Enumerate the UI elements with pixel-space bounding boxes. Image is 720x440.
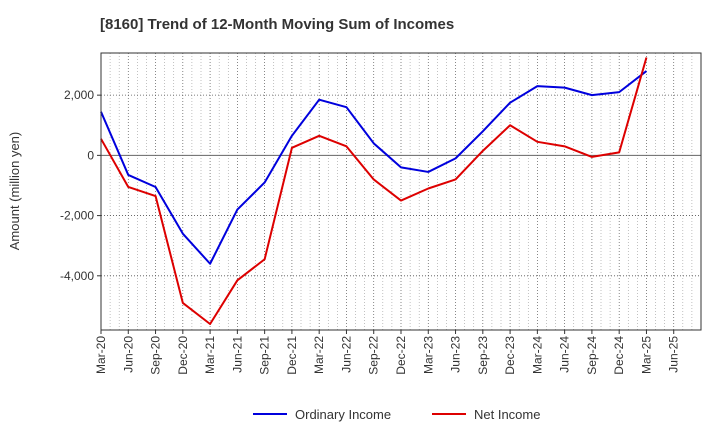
x-tick-label: Mar-21 xyxy=(203,336,217,374)
x-axis: Mar-20 Jun-20 Sep-20 Dec-20 Mar-21 Jun-21 Sep-… xyxy=(94,330,681,375)
x-tick-label: Mar-24 xyxy=(530,336,544,374)
x-tick-label: Sep-22 xyxy=(367,336,381,375)
x-tick-label: Jun-25 xyxy=(667,336,681,373)
y-tick-label: 2,000 xyxy=(64,88,94,102)
x-tick-label: Mar-22 xyxy=(312,336,326,374)
y-axis-label: Amount (million yen) xyxy=(7,132,22,251)
legend-label-net-income: Net Income xyxy=(474,407,540,422)
x-tick-label: Jun-20 xyxy=(121,336,135,373)
legend-label-ordinary-income: Ordinary Income xyxy=(295,407,391,422)
x-tick-label: Dec-21 xyxy=(285,336,299,375)
x-tick-label: Sep-23 xyxy=(476,336,490,375)
x-tick-label: Jun-23 xyxy=(449,336,463,373)
y-axis: -4,000 -2,000 0 2,000 xyxy=(60,88,101,283)
series-line-net-income xyxy=(100,57,648,325)
x-tick-label: Mar-20 xyxy=(94,336,108,374)
x-tick-label: Jun-24 xyxy=(558,336,572,373)
x-tick-label: Jun-21 xyxy=(230,336,244,373)
series-layer xyxy=(100,57,648,325)
x-tick-label: Sep-21 xyxy=(258,336,272,375)
x-tick-label: Dec-20 xyxy=(176,336,190,375)
chart-title: [8160] Trend of 12-Month Moving Sum of I… xyxy=(100,16,455,33)
series-line-ordinary-income xyxy=(100,70,648,265)
y-tick-label: -4,000 xyxy=(60,269,94,283)
x-tick-label: Sep-20 xyxy=(149,336,163,375)
y-tick-label: -2,000 xyxy=(60,209,94,223)
x-tick-label: Dec-24 xyxy=(612,336,626,375)
y-tick-label: 0 xyxy=(87,148,94,162)
x-tick-label: Jun-22 xyxy=(339,336,353,373)
x-tick-label: Mar-25 xyxy=(639,336,653,374)
x-tick-label: Dec-22 xyxy=(394,336,408,375)
grid xyxy=(100,53,702,330)
x-tick-label: Mar-23 xyxy=(421,336,435,374)
x-tick-label: Dec-23 xyxy=(503,336,517,375)
x-tick-label: Sep-24 xyxy=(585,336,599,375)
legend: Ordinary Income Net Income xyxy=(253,407,540,422)
